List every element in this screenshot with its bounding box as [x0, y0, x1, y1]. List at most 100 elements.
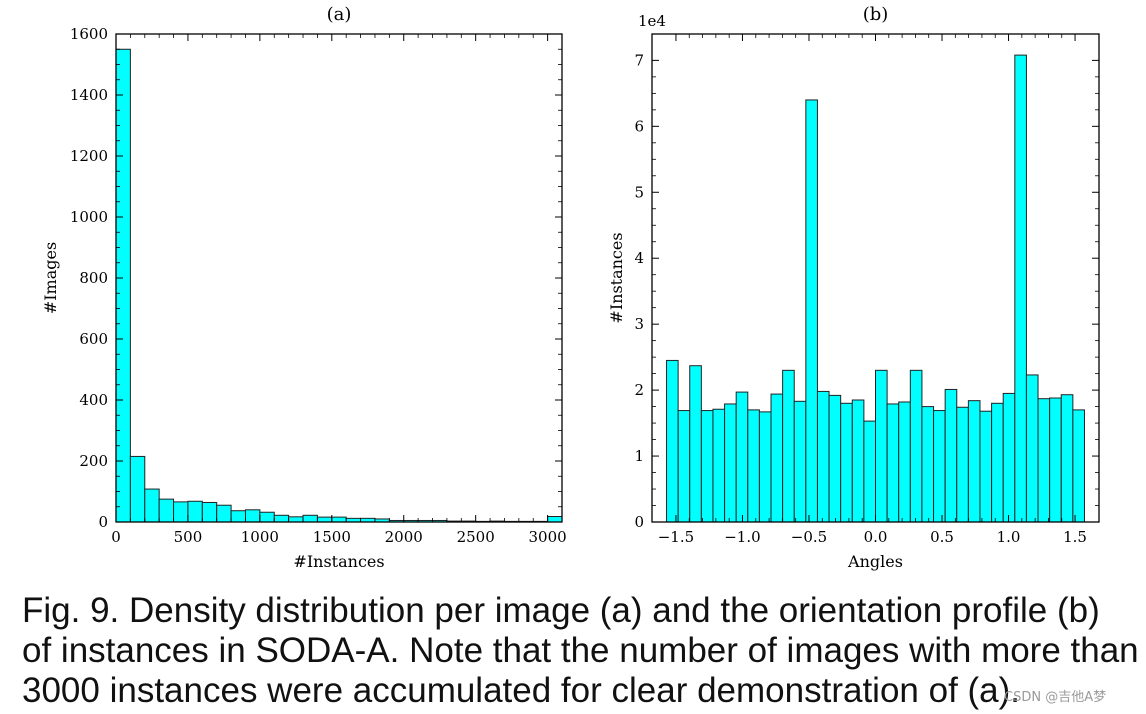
bar: [547, 516, 563, 523]
bar: [1060, 394, 1074, 523]
y-tick-label: 4: [634, 249, 644, 267]
x-tick-label: 2500: [457, 528, 495, 546]
bar: [956, 406, 969, 523]
axes-frame: [115, 33, 563, 523]
x-tick-label: 500: [174, 528, 203, 546]
x-tick-label: 0: [111, 528, 121, 546]
bar: [747, 409, 760, 523]
bar: [677, 410, 691, 523]
y-tick-label: 1600: [70, 25, 108, 43]
x-tick-label: −0.5: [791, 528, 827, 546]
y-tick-label: 0: [634, 513, 644, 531]
bar: [230, 510, 246, 523]
figure: 0 500 1000 1500 2000 2500 30000200400600800100…: [41, 4, 1100, 571]
bar: [1049, 397, 1062, 523]
y-tick-label: 600: [79, 330, 108, 348]
bar: [886, 403, 900, 523]
bar: [816, 390, 830, 523]
y-tick-label: 1: [634, 447, 644, 465]
bar: [875, 369, 888, 523]
y-axis-label: #Instances: [607, 232, 626, 323]
histogram-b: −1.5 −1.0 −0.5 0.0 0.5 1.0 1.5 0 1 2 3 4 5 6 7 (b) Angle…: [607, 4, 1100, 571]
x-tick-label: 2000: [385, 528, 423, 546]
bar: [216, 504, 232, 523]
x-axis-label: Angles: [847, 552, 903, 571]
y-axis-label: #Images: [41, 242, 60, 314]
x-tick-label: −1.5: [658, 528, 694, 546]
figure-caption: Fig. 9. Density distribution per image (…: [22, 591, 1139, 711]
x-axis-label: #Instances: [293, 552, 384, 571]
bar: [735, 391, 749, 523]
chart-title: (a): [327, 4, 352, 25]
y-tick-label: 1400: [70, 86, 108, 104]
bar: [863, 420, 877, 523]
x-tick-label: 1500: [313, 528, 351, 546]
bar: [979, 410, 993, 523]
bar: [689, 365, 702, 523]
axis-offset-label: 1e4: [638, 12, 666, 30]
bar: [770, 393, 784, 523]
x-tick-label: −1.0: [724, 528, 760, 546]
bar: [302, 514, 318, 523]
bar: [898, 401, 911, 523]
bar: [1014, 54, 1027, 523]
y-tick-label: 200: [79, 452, 108, 470]
bar: [187, 500, 203, 523]
bar: [244, 509, 261, 523]
bar: [666, 359, 679, 523]
bar: [758, 411, 772, 523]
bar: [933, 410, 946, 523]
watermark: CSDN @吉他A梦: [1004, 690, 1107, 705]
x-tick-label: 1000: [241, 528, 279, 546]
bar: [921, 406, 935, 523]
x-tick-label: 1.0: [997, 528, 1021, 546]
y-tick-label: 0: [98, 513, 108, 531]
bar: [909, 369, 923, 523]
bar: [1072, 409, 1085, 523]
bar: [712, 408, 726, 523]
bar: [331, 516, 347, 523]
x-tick-label: 0.0: [864, 528, 888, 546]
chart-title: (b): [863, 4, 889, 25]
y-tick-label: 5: [634, 183, 644, 201]
bar: [840, 402, 853, 523]
x-tick-label: 1.5: [1063, 528, 1087, 546]
bar: [115, 48, 131, 523]
bar: [805, 99, 818, 523]
bar: [1025, 374, 1039, 523]
y-tick-label: 800: [79, 269, 108, 287]
bar: [259, 511, 275, 523]
y-tick-label: 1000: [70, 208, 108, 226]
bar: [851, 399, 865, 523]
x-tick-label: 3000: [529, 528, 567, 546]
caption-line-1: Fig. 9. Density distribution per image (…: [22, 591, 1100, 630]
bar: [1002, 392, 1016, 523]
x-tick-label: 0.5: [930, 528, 954, 546]
bar: [158, 498, 175, 523]
y-tick-label: 2: [634, 381, 644, 399]
caption-line-3: 3000 instances were accumulated for clea…: [22, 671, 1021, 710]
bar: [991, 402, 1004, 523]
bar: [700, 410, 714, 523]
bar: [316, 516, 333, 523]
bar: [288, 516, 304, 523]
y-tick-label: 6: [634, 117, 644, 135]
bar: [201, 501, 218, 523]
histogram-a: 0 500 1000 1500 2000 2500 3000 0 200 400 600 800 100…: [41, 4, 567, 571]
bar: [793, 400, 807, 523]
bar: [1037, 398, 1051, 523]
bar: [967, 400, 981, 523]
bar: [828, 394, 842, 523]
y-tick-label: 400: [79, 391, 108, 409]
y-tick-label: 7: [634, 51, 644, 69]
bar: [782, 369, 795, 523]
bar: [273, 514, 290, 523]
bar: [129, 455, 146, 523]
caption-line-2: of instances in SODA-A. Note that the nu…: [22, 631, 1139, 670]
bar: [173, 501, 189, 523]
bar: [144, 488, 160, 523]
y-tick-label: 3: [634, 315, 644, 333]
bar: [944, 388, 958, 523]
bar: [724, 403, 737, 523]
y-tick-label: 1200: [70, 147, 108, 165]
